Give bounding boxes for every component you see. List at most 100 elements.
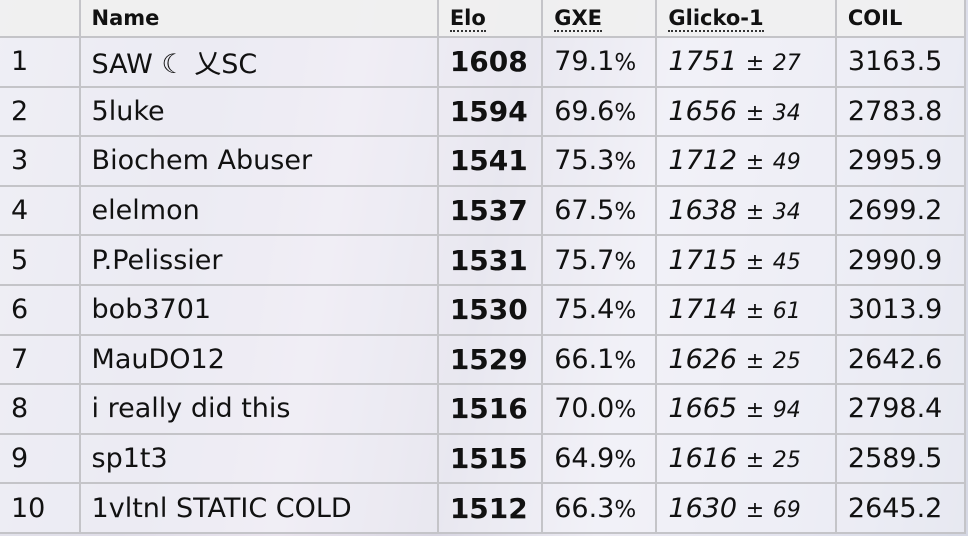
percent-sign: % — [614, 298, 637, 325]
table-row: 3 Biochem Abuser 1541 75.3% 1712 ± 49 2995.9 — [0, 135, 967, 187]
gxe-value: 75.7 — [554, 244, 615, 276]
table-row: 9 sp1t3 1515 64.9% 1616 ± 25 2589.5 — [0, 432, 967, 485]
elo-cell: 1537 — [436, 184, 544, 237]
player-name-link[interactable]: Biochem Abuser — [78, 135, 439, 187]
glicko-cell: 1751 ± 27 — [655, 36, 837, 88]
table-row: 2 5luke 1594 69.6% 1656 ± 34 2783.8 — [0, 85, 967, 138]
glicko-rating: 1665 — [668, 393, 738, 425]
plus-minus: ± — [745, 398, 765, 424]
elo-cell: 1512 — [436, 482, 544, 534]
elo-cell: 1530 — [436, 283, 544, 336]
player-name-link[interactable]: MauDO12 — [78, 333, 439, 386]
percent-sign: % — [614, 347, 637, 374]
glicko-deviation: 25 — [772, 448, 801, 474]
glicko-abbr: Glicko-1 — [668, 6, 764, 32]
glicko-rating: 1751 — [668, 46, 738, 78]
glicko-rating: 1656 — [668, 95, 738, 127]
plus-minus: ± — [745, 200, 765, 226]
plus-minus: ± — [745, 299, 765, 325]
glicko-deviation: 25 — [772, 348, 801, 374]
glicko-rating: 1630 — [668, 492, 738, 524]
table-row: 6 bob3701 1530 75.4% 1714 ± 61 3013.9 — [0, 283, 967, 336]
glicko-deviation: 49 — [772, 150, 801, 176]
glicko-cell: 1665 ± 94 — [655, 383, 837, 435]
percent-sign: % — [614, 447, 637, 474]
percent-sign: % — [614, 397, 637, 424]
gxe-cell: 75.7% — [541, 234, 658, 286]
plus-minus: ± — [745, 497, 765, 523]
glicko-deviation: 94 — [772, 398, 801, 424]
rank-cell: 4 — [0, 184, 81, 237]
rank-cell: 7 — [0, 333, 81, 386]
coil-cell: 2645.2 — [834, 482, 967, 534]
glicko-deviation: 27 — [772, 51, 801, 77]
gxe-value: 75.4 — [554, 294, 615, 326]
plus-minus: ± — [745, 348, 765, 374]
coil-cell: 2798.4 — [834, 383, 967, 435]
gxe-value: 66.1 — [554, 343, 615, 375]
glicko-cell: 1616 ± 25 — [655, 432, 837, 485]
header-row: Name Elo GXE Glicko-1 COIL — [0, 0, 967, 38]
player-name-link[interactable]: 1vltnl STATIC COLD — [78, 482, 439, 534]
plus-minus: ± — [745, 51, 765, 77]
gxe-cell: 66.1% — [541, 333, 658, 386]
glicko-deviation: 34 — [772, 100, 801, 126]
gxe-value: 67.5 — [554, 195, 615, 227]
glicko-rating: 1638 — [668, 195, 738, 227]
percent-sign: % — [614, 50, 637, 77]
player-name-link[interactable]: elelmon — [78, 184, 439, 237]
rank-cell: 9 — [0, 432, 81, 485]
gxe-value: 70.0 — [554, 393, 615, 425]
plus-minus: ± — [745, 448, 765, 474]
gxe-cell: 79.1% — [541, 36, 658, 88]
elo-abbr: Elo — [449, 6, 486, 32]
player-name-link[interactable]: bob3701 — [78, 283, 439, 336]
rank-cell: 10 — [0, 482, 81, 534]
glicko-cell: 1626 ± 25 — [655, 333, 837, 386]
rank-cell: 2 — [0, 85, 81, 138]
elo-cell: 1529 — [436, 333, 544, 386]
gxe-abbr: GXE — [554, 6, 603, 32]
table-row: 5 P.Pelissier 1531 75.7% 1715 ± 45 2990.9 — [0, 234, 967, 286]
glicko-rating: 1712 — [668, 145, 738, 177]
elo-cell: 1608 — [436, 36, 544, 88]
glicko-deviation: 45 — [772, 249, 801, 275]
table-row: 7 MauDO12 1529 66.1% 1626 ± 25 2642.6 — [0, 333, 967, 386]
player-name-link[interactable]: i really did this — [78, 383, 439, 435]
percent-sign: % — [614, 99, 637, 126]
header-elo: Elo — [436, 0, 544, 38]
player-name-link[interactable]: sp1t3 — [78, 432, 439, 485]
elo-cell: 1541 — [436, 135, 544, 187]
header-coil: COIL — [834, 0, 967, 38]
glicko-cell: 1715 ± 45 — [655, 234, 837, 286]
coil-cell: 2589.5 — [834, 432, 967, 485]
percent-sign: % — [614, 199, 637, 226]
header-name: Name — [78, 0, 439, 38]
rank-cell: 8 — [0, 383, 81, 435]
gxe-cell: 69.6% — [541, 85, 658, 138]
header-glicko: Glicko-1 — [655, 0, 837, 38]
glicko-cell: 1712 ± 49 — [655, 135, 837, 187]
rank-cell: 6 — [0, 283, 81, 336]
glicko-cell: 1638 ± 34 — [655, 184, 837, 237]
glicko-cell: 1714 ± 61 — [655, 283, 837, 336]
coil-cell: 2642.6 — [834, 333, 967, 386]
gxe-cell: 75.3% — [541, 135, 658, 187]
gxe-cell: 67.5% — [541, 184, 658, 237]
header-rank — [0, 0, 81, 38]
gxe-value: 66.3 — [554, 492, 615, 524]
table-row: 1 SAW ☾ 乂SC 1608 79.1% 1751 ± 27 3163.5 — [0, 36, 967, 88]
gxe-cell: 75.4% — [541, 283, 658, 336]
player-name-link[interactable]: P.Pelissier — [78, 234, 439, 286]
coil-cell: 3013.9 — [834, 283, 967, 336]
coil-cell: 2699.2 — [834, 184, 967, 237]
coil-cell: 2990.9 — [834, 234, 967, 286]
glicko-rating: 1715 — [668, 244, 738, 276]
gxe-value: 69.6 — [554, 95, 615, 127]
player-name-link[interactable]: 5luke — [78, 85, 439, 138]
player-name-link[interactable]: SAW ☾ 乂SC — [78, 36, 439, 88]
glicko-rating: 1616 — [668, 443, 738, 475]
glicko-deviation: 34 — [772, 200, 801, 226]
glicko-cell: 1630 ± 69 — [655, 482, 837, 534]
